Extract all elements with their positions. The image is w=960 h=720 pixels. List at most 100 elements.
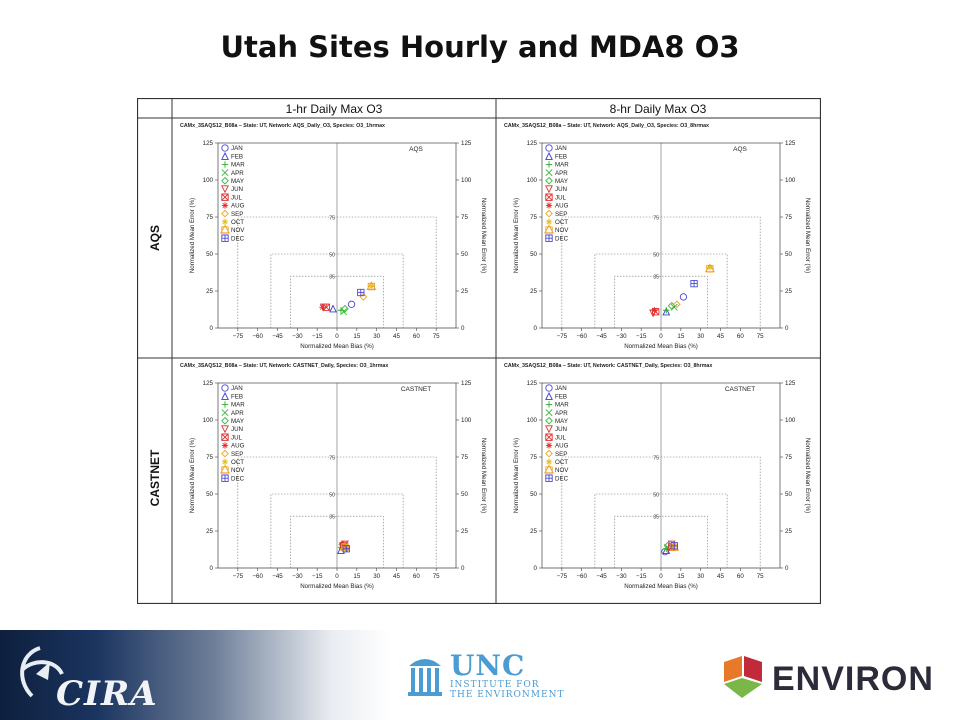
- y-tick-label: 125: [203, 380, 214, 387]
- y-axis-label: Normalized Mean Error (%): [804, 198, 811, 273]
- goal-box-label: 35: [653, 515, 659, 521]
- x-tick-label: 75: [433, 333, 440, 340]
- panel-title: CAMx_3SAQS12_B08a – State: UT, Network: …: [504, 363, 712, 369]
- goal-box-label: 35: [329, 515, 335, 521]
- x-tick-label: 0: [335, 333, 339, 340]
- y-tick-label: 50: [206, 491, 213, 498]
- x-tick-label: 30: [697, 333, 704, 340]
- y-tick-label: 100: [203, 417, 214, 424]
- x-tick-label: −45: [596, 333, 607, 340]
- x-tick-label: 15: [677, 333, 684, 340]
- legend-label: JAN: [555, 145, 567, 152]
- data-point: [545, 234, 553, 242]
- y-tick-label: 25: [785, 528, 792, 535]
- data-point: [220, 224, 230, 234]
- data-point: [221, 169, 229, 177]
- y-tick-label: 75: [461, 214, 468, 221]
- legend-label: OCT: [555, 219, 568, 226]
- x-axis-label: Normalized Mean Bias (%): [300, 343, 374, 350]
- scatter-panel: CAMx_3SAQS12_B08a – State: UT, Network: …: [180, 363, 487, 590]
- legend-label: NOV: [231, 467, 245, 474]
- y-tick-label: 125: [785, 380, 796, 387]
- cira-banner: CIRA: [0, 630, 390, 720]
- legend-label: MAR: [555, 402, 569, 409]
- x-axis-label: Normalized Mean Bias (%): [624, 343, 698, 350]
- goal-box: [270, 253, 404, 328]
- cira-swirl-logo: [20, 646, 64, 698]
- network-label: AQS: [733, 146, 747, 153]
- legend-label: MAR: [231, 402, 245, 409]
- legend-label: AUG: [555, 203, 569, 210]
- goal-box-label: 50: [329, 493, 335, 499]
- x-tick-label: −60: [252, 333, 263, 340]
- x-axis-label: Normalized Mean Bias (%): [624, 583, 698, 590]
- data-point: [220, 464, 230, 474]
- x-tick-label: 45: [393, 333, 400, 340]
- data-point: [221, 202, 229, 209]
- legend-label: AUG: [231, 443, 245, 450]
- data-point: [221, 384, 229, 392]
- data-point: [221, 409, 229, 417]
- data-point: [690, 279, 698, 288]
- x-tick-label: −30: [616, 333, 627, 340]
- data-point: [545, 416, 553, 425]
- goal-box: [561, 456, 761, 568]
- x-tick-label: 30: [373, 333, 380, 340]
- page-title: Utah Sites Hourly and MDA8 O3: [220, 30, 740, 64]
- data-point: [368, 283, 375, 290]
- x-tick-label: 75: [757, 573, 764, 580]
- x-tick-label: 30: [697, 573, 704, 580]
- goal-box-label: 50: [653, 493, 659, 499]
- legend-label: NOV: [555, 227, 569, 234]
- row-header: AQS: [148, 225, 162, 251]
- row-header: CASTNET: [148, 449, 162, 506]
- data-point: [347, 300, 356, 308]
- y-axis-label: Normalized Mean Error (%): [189, 198, 196, 273]
- goal-box: [561, 216, 761, 328]
- legend-label: SEP: [555, 211, 567, 218]
- data-point: [545, 218, 553, 225]
- y-tick-label: 125: [527, 380, 538, 387]
- y-tick-label: 50: [206, 251, 213, 258]
- legend-label: JAN: [555, 385, 567, 392]
- data-point: [221, 144, 229, 152]
- legend-label: AUG: [555, 443, 569, 450]
- x-tick-label: −30: [292, 573, 303, 580]
- legend-label: MAY: [555, 178, 568, 185]
- y-tick-label: 100: [785, 177, 796, 184]
- data-point: [221, 425, 229, 434]
- x-tick-label: 15: [353, 573, 360, 580]
- legend-label: DEC: [555, 475, 569, 482]
- unc-name: UNC: [450, 649, 526, 682]
- goal-box-label: 50: [653, 253, 659, 259]
- y-tick-label: 75: [461, 454, 468, 461]
- y-axis-label: Normalized Mean Error (%): [804, 438, 811, 513]
- data-point: [366, 281, 377, 291]
- data-point: [662, 307, 671, 316]
- environ-wordmark: ENVIRON: [772, 660, 934, 698]
- data-point: [341, 304, 349, 313]
- x-tick-label: −30: [616, 573, 627, 580]
- y-tick-label: 125: [461, 140, 472, 147]
- goal-box-label: 75: [653, 216, 659, 222]
- x-tick-label: −75: [557, 573, 568, 580]
- y-tick-label: 25: [461, 288, 468, 295]
- y-tick-label: 75: [530, 454, 537, 461]
- legend-label: DEC: [555, 235, 569, 242]
- data-point: [221, 391, 229, 400]
- legend-label: DEC: [231, 235, 245, 242]
- data-point: [221, 416, 229, 425]
- data-point: [545, 474, 553, 482]
- data-point: [706, 264, 714, 271]
- column-header: 1-hr Daily Max O3: [286, 102, 383, 116]
- data-point: [670, 542, 678, 550]
- network-label: CASTNET: [725, 386, 755, 393]
- x-tick-label: −15: [636, 573, 647, 580]
- data-point: [221, 458, 229, 465]
- data-point: [545, 391, 553, 400]
- y-tick-label: 0: [785, 565, 789, 572]
- x-tick-label: −60: [576, 333, 587, 340]
- y-tick-label: 0: [461, 325, 465, 332]
- goal-box: [594, 253, 728, 328]
- x-tick-label: 60: [737, 333, 744, 340]
